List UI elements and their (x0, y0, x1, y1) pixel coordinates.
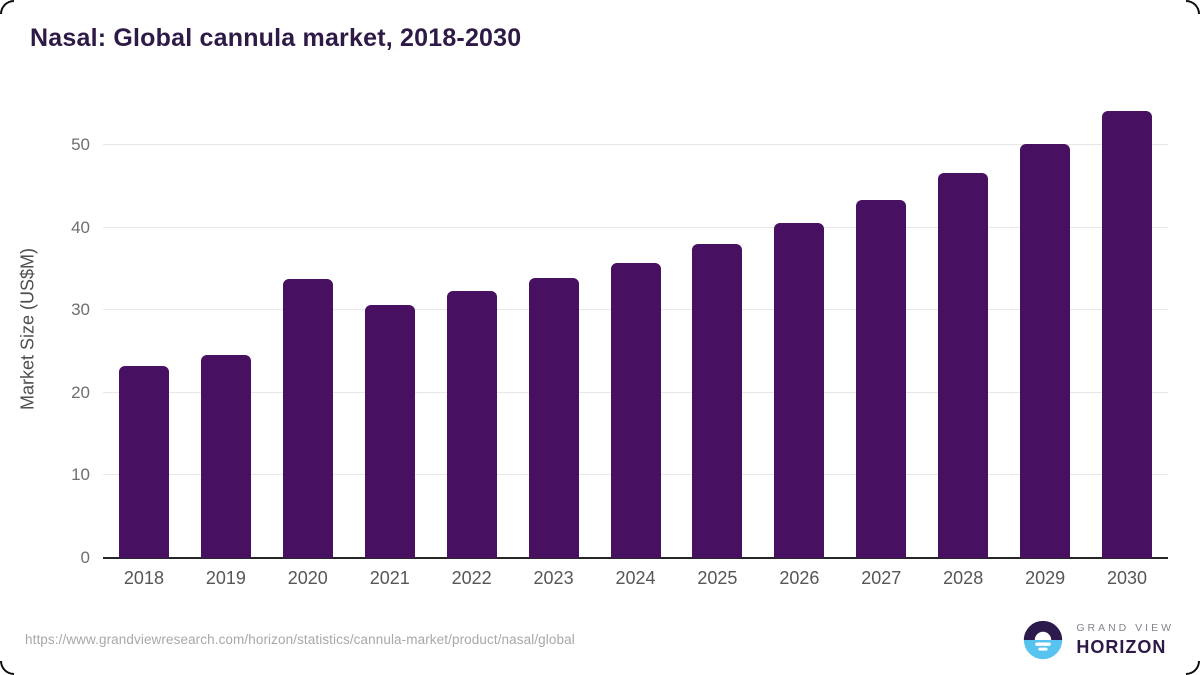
bar-2027 (856, 200, 907, 558)
bar-2022 (446, 291, 497, 558)
gridline-y-40 (103, 226, 1168, 228)
frame-corner-top-left (0, 0, 14, 14)
x-tick-label-2028: 2028 (943, 568, 984, 588)
gridline-y-50 (103, 144, 1168, 145)
bar-2030 (1102, 111, 1153, 558)
bar-2025 (692, 244, 743, 558)
x-tick-label-2027: 2027 (861, 568, 902, 588)
logo-text-grand-view: GRAND VIEW (1076, 622, 1174, 634)
x-axis-line (103, 557, 1168, 559)
y-tick-label-10: 10 (71, 465, 90, 485)
y-tick-label-50: 50 (71, 135, 90, 154)
horizon-sun-icon (1024, 620, 1063, 660)
chart-title: Nasal: Global cannula market, 2018-2030 (30, 24, 522, 52)
plot-area (103, 100, 1168, 559)
x-tick-label-2030: 2030 (1107, 568, 1148, 588)
x-tick-label-2029: 2029 (1025, 568, 1066, 588)
bar-2023 (528, 278, 579, 558)
grand-view-horizon-logo: GRAND VIEW HORIZON (1022, 619, 1174, 661)
bar-2028 (938, 173, 989, 558)
x-tick-label-2021: 2021 (369, 568, 410, 588)
x-tick-label-2020: 2020 (287, 568, 328, 588)
frame-corner-bottom-right (1186, 661, 1200, 675)
y-tick-label-0: 0 (80, 548, 90, 567)
bar-2029 (1020, 144, 1071, 558)
frame-corner-top-right (1186, 0, 1200, 14)
x-tick-label-2018: 2018 (123, 568, 164, 588)
x-tick-label-2025: 2025 (697, 568, 738, 588)
y-tick-label-40: 40 (71, 217, 90, 237)
x-tick-label-2022: 2022 (451, 568, 492, 588)
y-tick-label-30: 30 (71, 300, 90, 320)
bar-2020 (282, 278, 333, 558)
x-tick-label-2019: 2019 (205, 568, 246, 588)
y-tick-label-20: 20 (71, 382, 90, 402)
x-tick-label-2024: 2024 (615, 568, 656, 588)
source-url: https://www.grandviewresearch.com/horizo… (25, 632, 575, 647)
logo-text-horizon: HORIZON (1076, 637, 1167, 657)
x-tick-label-2023: 2023 (533, 568, 574, 588)
frame-corner-bottom-left (0, 661, 14, 675)
bar-2026 (774, 222, 825, 558)
bar-2024 (610, 263, 661, 558)
bar-2019 (200, 354, 251, 558)
bar-2021 (364, 305, 415, 558)
bar-2018 (118, 366, 169, 558)
x-tick-label-2026: 2026 (779, 568, 820, 588)
